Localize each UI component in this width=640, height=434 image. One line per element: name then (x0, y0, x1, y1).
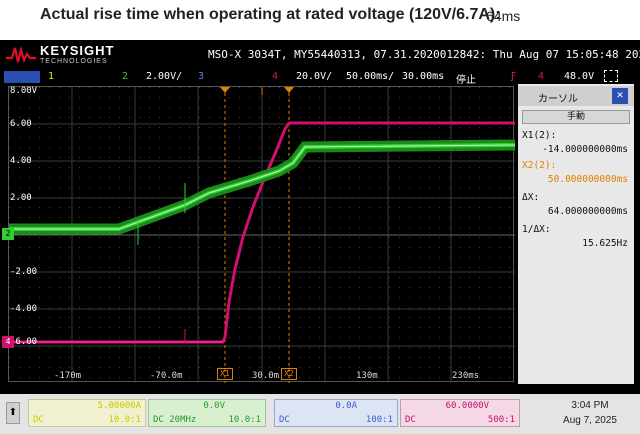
ch4-label[interactable]: 4 (272, 71, 279, 82)
channel-status-bar: ⬆ 5.00000A DC 10.0:1 0.0V DC 20MHz 10.0:… (0, 394, 640, 434)
keysight-logo-icon (6, 46, 36, 63)
y-label-8: 8.00V (10, 86, 38, 96)
x2-label: X2(2): (522, 160, 557, 171)
x-label-3: 30.0m (252, 371, 280, 381)
waveform-display[interactable] (8, 86, 515, 383)
menu-icon[interactable] (604, 70, 618, 82)
y-label-4: 4.00 (10, 156, 32, 166)
ch4-scale: 20.0V/ (296, 71, 333, 82)
x-label-1: -170m (54, 371, 82, 381)
ch4-ground-marker[interactable]: 4 (2, 336, 14, 348)
y-label-neg2: -2.00 (10, 267, 38, 277)
clock-date: Aug 7, 2025 (563, 415, 617, 426)
ch1-status-value: 5.00000A (97, 401, 141, 411)
cursor-panel-header: カーソル ✕ (518, 86, 634, 106)
ch1-coupling: DC (33, 415, 44, 425)
timebase: 50.00ms/ (346, 71, 395, 82)
x-label-5: 230ms (452, 371, 480, 381)
y-label-2: 2.00 (10, 193, 32, 203)
brand-name: KEYSIGHT (40, 43, 115, 58)
ch4-coupling: DC (405, 415, 416, 425)
cursor-x2-arrow-icon (284, 87, 294, 93)
ch2-label[interactable]: 2 (122, 71, 129, 82)
close-icon[interactable]: ✕ (612, 88, 628, 104)
page-title: Actual rise time when operating at rated… (40, 6, 501, 23)
ch2-status[interactable]: 0.0V DC 20MHz 10.0:1 (148, 399, 266, 427)
inverse-delta-x-value: 15.625Hz (582, 238, 628, 249)
model-info: MSO-X 3034T, MY55440313, 07.31.202001284… (208, 48, 640, 61)
rise-time-value: 64ms (486, 8, 521, 24)
ch2-ground-marker[interactable]: 2 (2, 228, 14, 240)
ch4-waveform (9, 121, 515, 344)
ch1-probe: 10.0:1 (108, 415, 141, 425)
clock-time: 3:04 PM (571, 400, 609, 411)
trigger-level: 48.0V (564, 71, 595, 82)
delta-x-value: 64.000000000ms (547, 206, 628, 217)
x1-value: -14.000000000ms (542, 144, 628, 155)
x-label-2: -70.0m (150, 371, 183, 381)
channel-bar: 1 2 2.00V/ 3 4 20.0V/ 50.00ms/ 30.00ms 停… (0, 70, 640, 86)
ch2-status-value: 0.0V (203, 401, 225, 411)
ch2-scale: 2.00V/ (146, 71, 183, 82)
ch3-probe: 100:1 (365, 415, 393, 425)
run-state: 停止 (456, 75, 476, 86)
cursor-x1-arrow-icon (220, 87, 230, 93)
ch3-label[interactable]: 3 (198, 71, 205, 82)
x2-value: 50.000000000ms (547, 174, 628, 185)
y-label-6: 6.00 (10, 119, 32, 129)
ch2-coupling: DC 20MHz (153, 415, 197, 425)
cursor-x2-tag[interactable]: X2 (281, 368, 297, 380)
ch3-coupling: DC (279, 415, 290, 425)
y-label-neg4: -4.00 (10, 304, 38, 314)
cursor-panel-title: カーソル (538, 94, 578, 105)
inverse-delta-x-label: 1/ΔX: (522, 224, 551, 235)
ch3-status[interactable]: 0.0A DC 100:1 (274, 399, 398, 427)
cursor-mode-button[interactable]: 手動 (522, 110, 630, 124)
ch2-probe: 10.0:1 (228, 415, 261, 425)
ch1-status[interactable]: 5.00000A DC 10.0:1 (28, 399, 146, 427)
ch1-label[interactable]: 1 (48, 71, 55, 82)
x-label-4: 130m (356, 371, 378, 381)
channel-1-tab[interactable] (4, 71, 40, 83)
trigger-channel: 4 (538, 71, 545, 82)
ch4-status[interactable]: 60.0000V DC 500:1 (400, 399, 520, 427)
ch3-status-value: 0.0A (335, 401, 357, 411)
waveform-svg (9, 87, 515, 383)
ch2-waveform-core (9, 144, 515, 230)
ch4-status-value: 60.0000V (445, 401, 489, 411)
y-label-neg6: -6.00 (10, 337, 38, 347)
brand-subtitle: TECHNOLOGIES (40, 58, 108, 65)
x1-label: X1(2): (522, 130, 557, 141)
trigger-slope-icon: Ƒ (510, 71, 517, 82)
clock: 3:04 PM Aug 7, 2025 (548, 400, 632, 426)
oscilloscope-screen: KEYSIGHT TECHNOLOGIES MSO-X 3034T, MY554… (0, 40, 640, 434)
cursor-x1-tag[interactable]: X1 (217, 368, 233, 380)
up-arrow-icon[interactable]: ⬆ (6, 402, 20, 424)
ch4-probe: 500:1 (487, 415, 515, 425)
cursor-panel: カーソル ✕ 手動 X1(2): -14.000000000ms X2(2): … (518, 84, 634, 384)
time-delay: 30.00ms (402, 71, 445, 82)
delta-x-label: ΔX: (522, 192, 540, 203)
scope-header: KEYSIGHT TECHNOLOGIES MSO-X 3034T, MY554… (0, 40, 640, 70)
